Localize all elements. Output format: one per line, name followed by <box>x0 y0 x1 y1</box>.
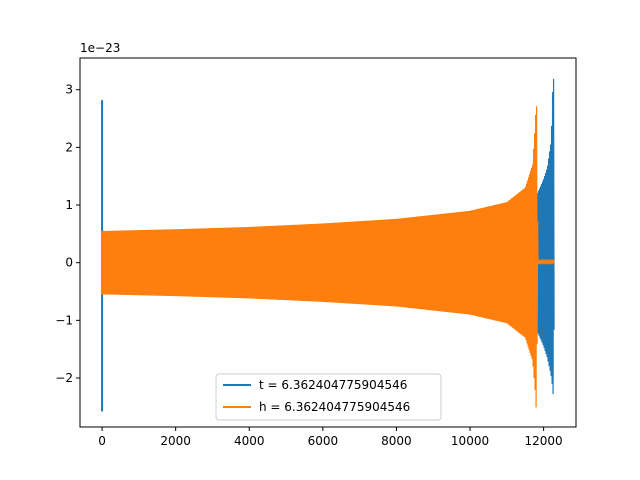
axes-frame <box>79 57 577 428</box>
y-tick-label: 0 <box>65 256 73 270</box>
y-tick-label: 3 <box>65 83 73 97</box>
legend: t = 6.362404775904546 h = 6.362404775904… <box>215 373 442 421</box>
legend-label-t: t = 6.362404775904546 <box>259 378 407 392</box>
x-tick-label: 10000 <box>451 434 489 448</box>
y-tick-label: 2 <box>65 140 73 154</box>
x-tick-label: 6000 <box>308 434 339 448</box>
series-line-1 <box>101 106 555 408</box>
y-tick-label: −2 <box>55 371 73 385</box>
x-tick-label: 12000 <box>525 434 563 448</box>
legend-box <box>215 373 442 421</box>
y-offset-label: 1e−23 <box>80 41 120 55</box>
x-axis: 0 2000 4000 6000 8000 10000 12000 <box>98 427 563 448</box>
plot-area <box>101 78 555 412</box>
y-tick-label: 1 <box>65 198 73 212</box>
x-tick-label: 0 <box>98 434 106 448</box>
y-tick-label: −1 <box>55 313 73 327</box>
y-axis: −2 −1 0 1 2 3 <box>55 83 80 385</box>
x-tick-label: 8000 <box>381 434 412 448</box>
x-tick-label: 4000 <box>234 434 265 448</box>
legend-label-h: h = 6.362404775904546 <box>259 400 410 414</box>
x-tick-label: 2000 <box>160 434 191 448</box>
